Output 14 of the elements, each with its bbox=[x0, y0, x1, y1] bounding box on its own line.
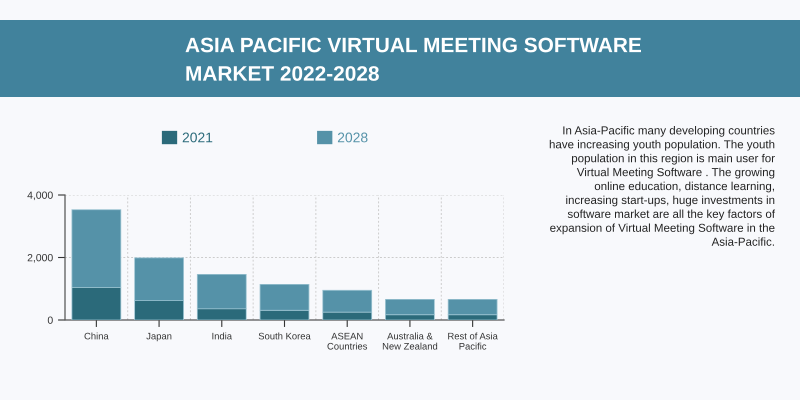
x-tick-label: Australia & New Zealand bbox=[382, 332, 438, 350]
legend-label: 2021 bbox=[182, 132, 212, 142]
x-tick-label: China bbox=[84, 332, 109, 340]
x-tick-label: India bbox=[212, 332, 232, 340]
x-tick-label: Japan bbox=[146, 332, 172, 342]
text: In Asia-Pacific many developing countries have increasing youth population. The youth population in this region is main user for Virtual Meeting Software . The growing online education, distance learning, increasing start-ups, huge investments in software market are all the key factors of expansion of Virtual Meeting Software in the Asia-Pacific. bbox=[550, 126, 776, 246]
x-tick-label: ASEAN Countries bbox=[327, 332, 368, 350]
y-tick-label: 0 bbox=[48, 316, 53, 324]
chart-title: ASIA PACIFIC VIRTUAL MEETING SOFTWARE MARKET 2022-2028 bbox=[186, 38, 641, 81]
y-tick-label: 2,000 bbox=[28, 254, 53, 263]
legend-label: 2028 bbox=[338, 132, 368, 142]
y-tick-label: 4,000 bbox=[27, 192, 53, 200]
x-tick-label: South Korea bbox=[258, 332, 311, 340]
x-tick-label: Rest of Asia Pacific bbox=[448, 332, 498, 350]
